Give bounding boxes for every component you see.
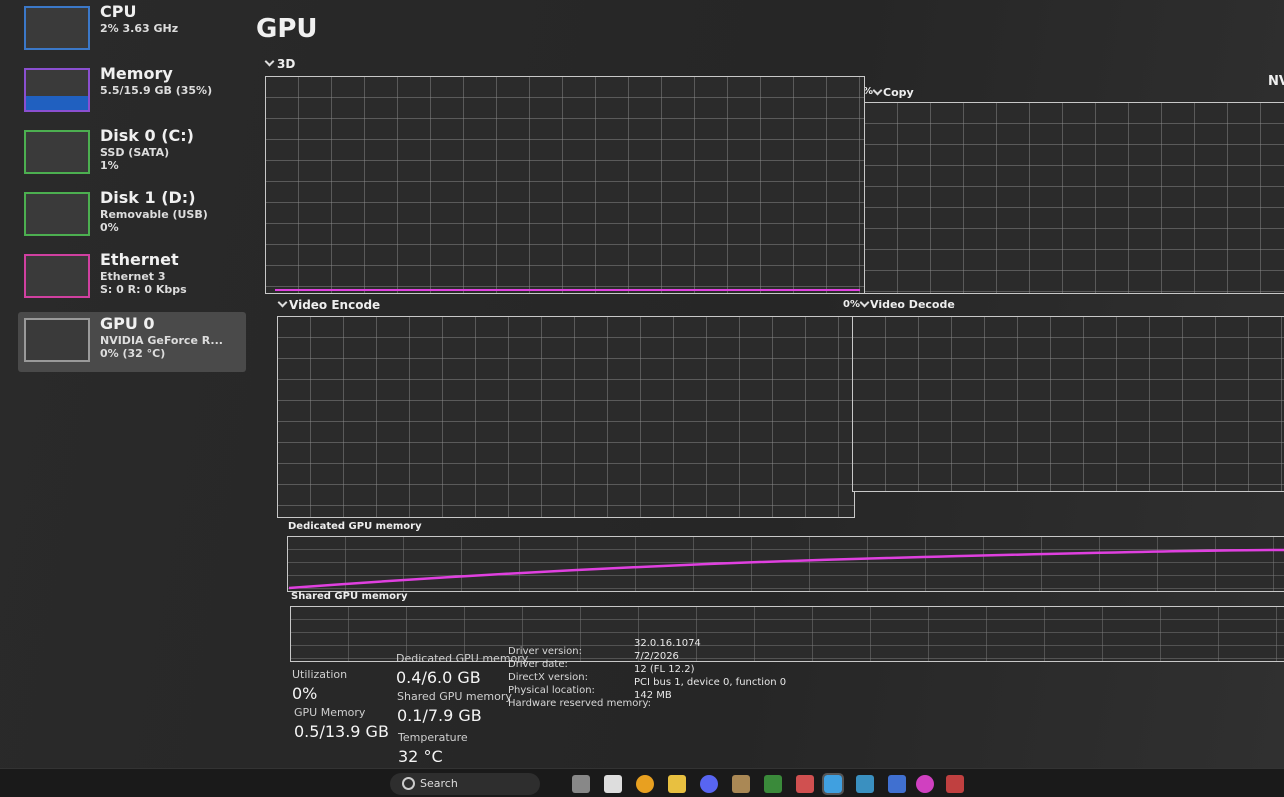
sidebar-thumbnail bbox=[24, 254, 90, 298]
stat-value: 0% bbox=[292, 684, 318, 703]
sidebar-item[interactable]: Ethernet Ethernet 3 S: 0 R: 0 Kbps bbox=[18, 248, 246, 308]
sidebar-item-detail: Ethernet 3 bbox=[100, 270, 166, 283]
chevron[interactable] bbox=[264, 56, 275, 67]
graph-label: 3D bbox=[277, 57, 296, 71]
sidebar-item-detail: 1% bbox=[100, 159, 119, 172]
stat-label: Temperature bbox=[398, 731, 468, 744]
sidebar-thumbnail bbox=[24, 68, 90, 112]
sidebar-thumbnail bbox=[24, 192, 90, 236]
graph-label: Shared GPU memory bbox=[291, 591, 408, 602]
graph-label: Dedicated GPU memory bbox=[288, 521, 422, 532]
graph-copy bbox=[864, 102, 1284, 294]
sidebar-item[interactable]: CPU 2% 3.63 GHz bbox=[18, 0, 246, 60]
sidebar-item-detail: 5.5/15.9 GB (35%) bbox=[100, 84, 213, 97]
graph-video-decode bbox=[852, 316, 1284, 492]
stat-label: GPU Memory bbox=[294, 706, 366, 719]
search-text: Search bbox=[420, 777, 458, 790]
chevron[interactable] bbox=[859, 297, 870, 308]
stat-label: Shared GPU memory bbox=[397, 690, 512, 703]
taskbar-icon[interactable] bbox=[700, 775, 718, 793]
sidebar-item-detail: NVIDIA GeForce R... bbox=[100, 334, 223, 347]
taskbar-icon[interactable] bbox=[946, 775, 964, 793]
detail-label: DirectX version: bbox=[508, 672, 588, 683]
sidebar-item-detail: SSD (SATA) bbox=[100, 146, 170, 159]
graph-grid bbox=[288, 537, 1284, 591]
graph-label: Copy bbox=[883, 86, 914, 99]
taskbar-icon[interactable] bbox=[732, 775, 750, 793]
taskbar-icon[interactable] bbox=[604, 775, 622, 793]
sidebar-item-name: Disk 0 (C:) bbox=[100, 126, 194, 145]
sidebar-item[interactable]: Disk 1 (D:) Removable (USB) 0% bbox=[18, 186, 246, 246]
graph-grid bbox=[865, 103, 1284, 293]
taskbar-icon[interactable] bbox=[636, 775, 654, 793]
taskbar-icon[interactable] bbox=[764, 775, 782, 793]
detail-value: 7/2/2026 bbox=[634, 651, 679, 662]
chevron[interactable] bbox=[872, 85, 883, 96]
graph-label: Video Encode bbox=[289, 298, 381, 312]
graph-label: Video Decode bbox=[870, 298, 955, 311]
stat-value: 0.4/6.0 GB bbox=[396, 668, 481, 687]
sidebar-item-detail: Removable (USB) bbox=[100, 208, 208, 221]
graph-3d bbox=[265, 76, 865, 294]
sidebar-item-name: GPU 0 bbox=[100, 314, 155, 333]
graph-grid bbox=[853, 317, 1284, 491]
detail-label: Hardware reserved memory: bbox=[508, 698, 651, 709]
sidebar-item-detail: S: 0 R: 0 Kbps bbox=[100, 283, 187, 296]
graph-line bbox=[288, 548, 1284, 590]
graph-dedicated-memory bbox=[287, 536, 1284, 592]
stat-value: 32 °C bbox=[398, 747, 443, 766]
taskbar-icon[interactable] bbox=[856, 775, 874, 793]
chevron[interactable] bbox=[277, 297, 288, 308]
sidebar-item-name: CPU bbox=[100, 2, 137, 21]
sidebar-item-name: Ethernet bbox=[100, 250, 179, 269]
taskbar-icon[interactable] bbox=[916, 775, 934, 793]
detail-label: Driver version: bbox=[508, 646, 582, 657]
taskbar-icon[interactable] bbox=[668, 775, 686, 793]
sidebar-thumbnail bbox=[24, 130, 90, 174]
detail-value: PCI bus 1, device 0, function 0 bbox=[634, 677, 787, 688]
sidebar-item[interactable]: Disk 0 (C:) SSD (SATA) 1% bbox=[18, 124, 246, 184]
sidebar-item-name: Disk 1 (D:) bbox=[100, 188, 196, 207]
stat-value: 0.1/7.9 GB bbox=[397, 706, 482, 725]
graph-video-encode bbox=[277, 316, 855, 518]
search-icon bbox=[402, 777, 415, 790]
taskbar-icon[interactable] bbox=[822, 773, 844, 795]
detail-value: 142 MB bbox=[634, 690, 672, 701]
taskbar-icon[interactable] bbox=[796, 775, 814, 793]
sidebar-thumbnail bbox=[24, 6, 90, 50]
detail-label: Driver date: bbox=[508, 659, 568, 670]
sidebar-item[interactable]: GPU 0 NVIDIA GeForce R... 0% (32 °C) bbox=[18, 312, 246, 372]
graph-shared-memory bbox=[290, 606, 1284, 662]
sidebar-item-name: Memory bbox=[100, 64, 173, 83]
sidebar-item-detail: 0% bbox=[100, 221, 119, 234]
graph-grid bbox=[266, 77, 864, 293]
search-box[interactable]: Search bbox=[390, 773, 540, 795]
sidebar-item-detail: 2% 3.63 GHz bbox=[100, 22, 179, 35]
graph-percent: 0% bbox=[843, 299, 860, 310]
detail-label: Physical location: bbox=[508, 685, 595, 696]
sidebar-item-detail: 0% (32 °C) bbox=[100, 347, 166, 360]
graph-grid bbox=[291, 607, 1284, 661]
sidebar-item[interactable]: Memory 5.5/15.9 GB (35%) bbox=[18, 62, 246, 122]
graph-grid bbox=[278, 317, 854, 517]
stat-label: Utilization bbox=[292, 668, 348, 681]
taskbar-icon[interactable] bbox=[888, 775, 906, 793]
thumbnail-fill bbox=[26, 96, 88, 110]
taskbar: Search bbox=[0, 768, 1284, 797]
stat-label: Dedicated GPU memory bbox=[396, 652, 529, 665]
device-name: NV bbox=[1268, 74, 1284, 89]
sidebar-thumbnail bbox=[24, 318, 90, 362]
page-title: GPU bbox=[256, 14, 318, 44]
detail-value: 12 (FL 12.2) bbox=[634, 664, 695, 675]
taskbar-icon[interactable] bbox=[572, 775, 590, 793]
stat-value: 0.5/13.9 GB bbox=[294, 722, 389, 741]
detail-value: 32.0.16.1074 bbox=[634, 638, 701, 649]
